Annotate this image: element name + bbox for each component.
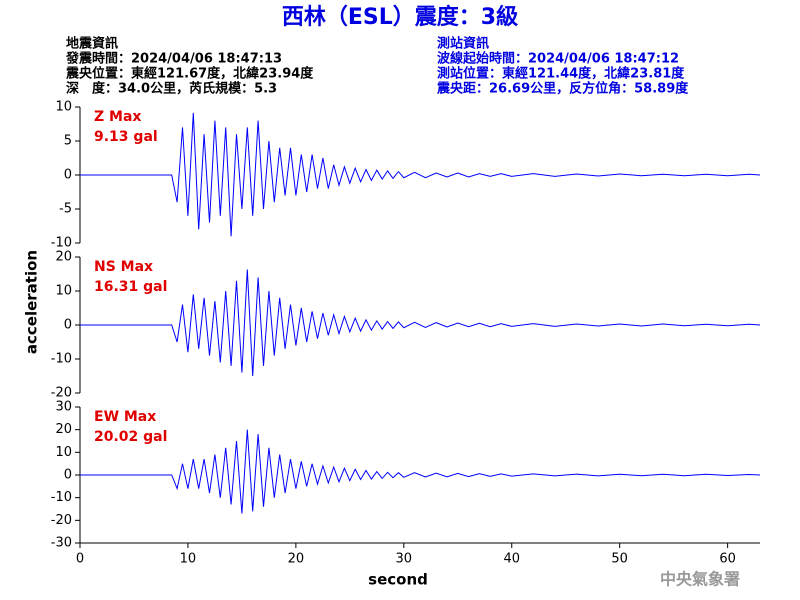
y-tick-label: 10 (55, 100, 72, 115)
y-tick-label: 20 (55, 250, 72, 265)
max-label: NS Max (94, 259, 153, 275)
y-tick-label: -5 (59, 202, 72, 217)
x-label: second (368, 571, 428, 589)
y-tick-label: -10 (51, 490, 72, 505)
waveform (80, 429, 761, 514)
x-tick-label: 50 (611, 552, 628, 567)
watermark: 中央氣象署 (660, 570, 740, 589)
x-tick-label: 0 (76, 552, 84, 567)
max-label: Z Max (94, 109, 141, 125)
info-line: 測站資訊 (437, 36, 489, 52)
max-label: 9.13 gal (94, 129, 158, 145)
x-tick-label: 20 (288, 552, 305, 567)
y-tick-label: 0 (64, 468, 72, 483)
info-line: 發震時間：2024/04/06 18:47:13 (65, 51, 282, 67)
info-line: 地震資訊 (66, 36, 118, 52)
x-tick-label: 60 (719, 552, 736, 567)
y-tick-label: 5 (64, 134, 72, 149)
y-tick-label: 20 (55, 422, 72, 437)
info-line: 深 度：34.0公里，芮氏規模：5.3 (66, 81, 277, 97)
y-tick-label: -10 (51, 236, 72, 251)
y-tick-label: 10 (55, 445, 72, 460)
info-line: 測站位置：東經121.44度，北緯23.81度 (437, 66, 685, 82)
x-tick-label: 10 (180, 552, 197, 567)
y-tick-label: 0 (64, 318, 72, 333)
y-tick-label: 10 (55, 284, 72, 299)
y-tick-label: -20 (51, 513, 72, 528)
y-tick-label: 0 (64, 168, 72, 183)
waveform (80, 269, 761, 377)
info-line: 震央距：26.69公里，反方位角：58.89度 (436, 81, 689, 97)
info-line: 波線起始時間：2024/04/06 18:47:12 (437, 51, 679, 67)
x-tick-label: 30 (396, 552, 413, 567)
y-label: acceleration (23, 250, 41, 354)
info-line: 震央位置：東經121.67度，北緯23.94度 (65, 66, 314, 82)
max-label: 16.31 gal (94, 279, 167, 295)
y-tick-label: 30 (55, 400, 72, 415)
y-tick-label: -20 (51, 386, 72, 401)
x-tick-label: 40 (503, 552, 520, 567)
max-label: EW Max (94, 409, 156, 425)
title: 西林（ESL）震度：3級 (282, 4, 518, 30)
y-tick-label: -10 (51, 352, 72, 367)
y-tick-label: -30 (51, 536, 72, 551)
max-label: 20.02 gal (94, 429, 167, 445)
waveform (80, 112, 761, 237)
